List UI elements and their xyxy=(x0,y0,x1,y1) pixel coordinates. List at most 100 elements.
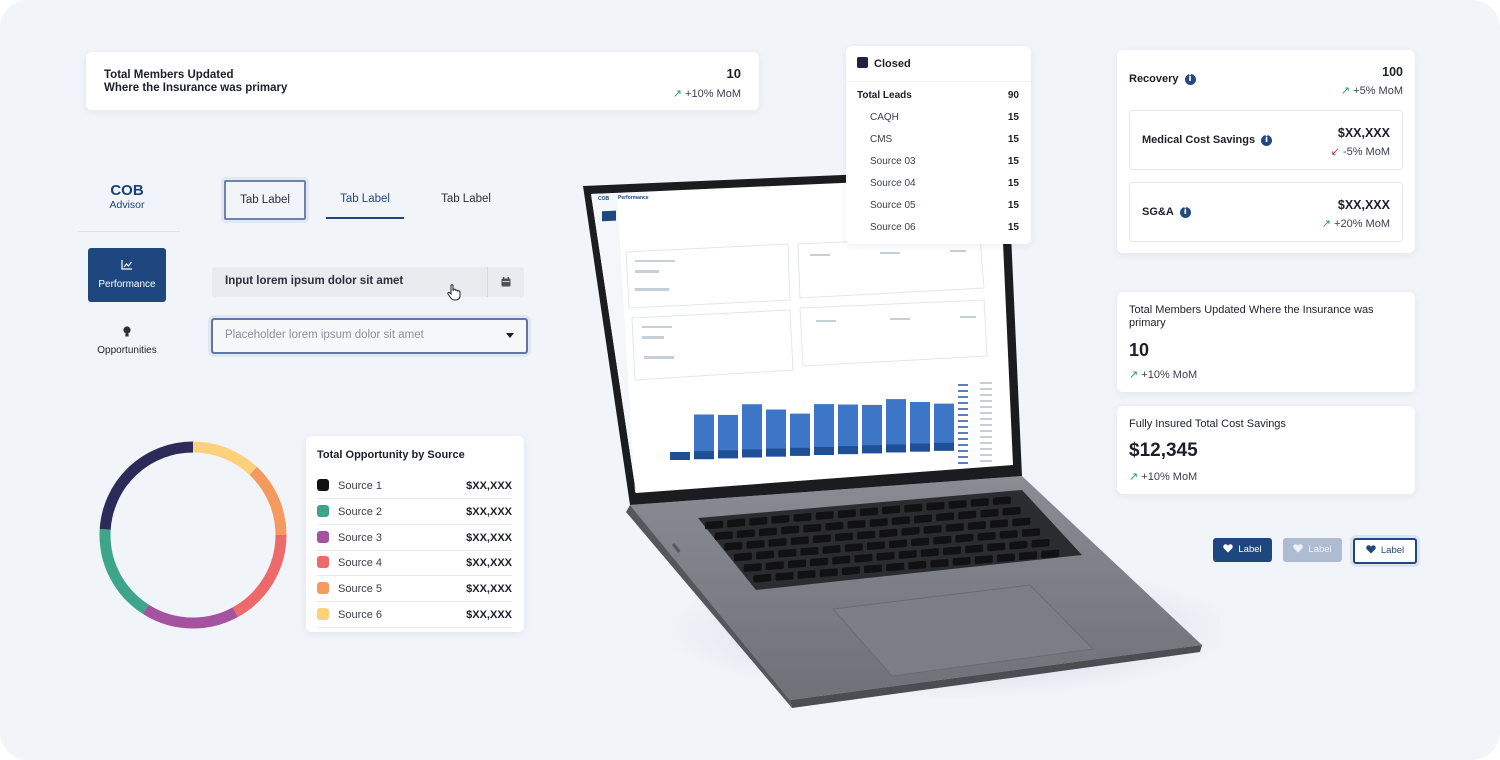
keyboard-key xyxy=(970,498,989,507)
source-value: $XX,XXX xyxy=(466,531,512,544)
keyboard-key xyxy=(822,545,841,554)
keyboard-key xyxy=(952,556,971,566)
mini-list-line xyxy=(980,436,992,438)
info-icon[interactable]: i xyxy=(1179,206,1191,218)
keyboard-key xyxy=(1002,506,1021,516)
info-icon[interactable]: i xyxy=(1184,73,1196,85)
keyboard-key xyxy=(819,568,838,578)
mini-bar xyxy=(838,404,858,455)
lead-source-name: CMS xyxy=(870,134,893,145)
label-button-default[interactable]: Label xyxy=(1213,538,1272,562)
nav-item-performance[interactable]: Performance xyxy=(88,248,166,302)
mini-list-line xyxy=(958,414,968,416)
keyboard-key xyxy=(771,514,790,524)
tab-default[interactable]: Tab Label xyxy=(441,193,491,205)
lead-source-value: 15 xyxy=(1007,178,1019,189)
opportunity-by-source-card: Total Opportunity by Source Source 1 $XX,… xyxy=(306,436,524,632)
mini-list-line xyxy=(958,438,968,440)
members-updated-change: ↗ +10% MoM xyxy=(672,88,741,100)
calendar-button[interactable] xyxy=(487,267,524,297)
keyboard-key xyxy=(765,561,784,571)
label-button-focused[interactable]: Label xyxy=(1353,538,1417,564)
mini-list-line xyxy=(980,430,992,432)
nav-item-opportunities[interactable]: Opportunities xyxy=(88,326,166,356)
keyboard-key xyxy=(943,546,961,556)
keyboard-key xyxy=(999,530,1018,539)
lead-source-value: 15 xyxy=(1007,200,1019,211)
arrow-up-right-icon: ↗ xyxy=(1340,85,1351,97)
mini-list-line xyxy=(980,442,992,444)
mini-bar-base xyxy=(742,449,762,458)
mini-bar xyxy=(862,404,882,454)
keyboard-key xyxy=(1009,540,1028,550)
closed-swatch xyxy=(857,57,868,68)
members-updated-card: Total Members Updated Where the Insuranc… xyxy=(86,52,759,110)
lead-source-row: CAQH 15 xyxy=(857,112,1019,126)
chevron-down-icon xyxy=(506,333,514,338)
opportunity-donut-chart xyxy=(99,441,287,629)
source-swatch xyxy=(317,608,329,620)
keyboard-key xyxy=(955,533,974,543)
keyboard-key xyxy=(800,546,819,556)
mini-bar-base xyxy=(838,446,858,455)
keyboard-key xyxy=(908,560,927,570)
keyboard-key xyxy=(743,563,762,572)
closed-divider xyxy=(846,81,1031,82)
mini-bar xyxy=(718,414,738,459)
total-leads-row: Total Leads 90 xyxy=(857,90,1019,101)
members-stat-card: Total Members Updated Where the Insuranc… xyxy=(1117,292,1415,392)
keyboard-key xyxy=(967,521,986,530)
lead-source-name: Source 03 xyxy=(870,156,916,167)
keyboard-key xyxy=(778,548,797,558)
app-logo: COB Advisor xyxy=(109,182,145,211)
keyboard-key xyxy=(930,558,949,568)
keyboard-key xyxy=(911,537,930,547)
source-name: Source 4 xyxy=(338,557,383,570)
keyboard-key xyxy=(1041,549,1060,559)
tab-focused[interactable]: Tab Label xyxy=(224,180,306,220)
info-icon[interactable]: i xyxy=(1261,134,1273,146)
keyboard-key xyxy=(815,511,834,520)
donut-segment xyxy=(99,441,287,629)
arrow-up-right-icon: ↗ xyxy=(672,88,682,100)
donut-segment xyxy=(99,441,287,629)
keyboard-key xyxy=(882,505,901,515)
source-value: $XX,XXX xyxy=(466,505,512,518)
recovery-card: Recovery i 100 ↗ +5% MoM Medical Cost Sav… xyxy=(1117,50,1415,253)
lead-source-value: 15 xyxy=(1007,112,1019,123)
source-value: $XX,XXX xyxy=(466,557,512,570)
keyboard-key xyxy=(977,532,996,541)
mini-bar xyxy=(694,414,714,460)
lead-source-row: Source 03 15 xyxy=(857,156,1019,170)
mini-list-line xyxy=(958,432,968,434)
keyboard-key xyxy=(958,510,977,520)
savings-stat-value: $12,345 xyxy=(1129,440,1198,461)
source-select[interactable]: Placeholder lorem ipsum dolor sit amet xyxy=(211,318,528,354)
mini-list-line xyxy=(958,402,968,404)
mini-bar-base xyxy=(862,445,882,454)
members-updated-title: Total Members Updated Where the Insuranc… xyxy=(104,69,288,94)
savings-stat-change: ↗ +10% MoM xyxy=(1129,471,1198,483)
mini-list-line xyxy=(980,388,992,390)
keyboard-key xyxy=(724,541,743,551)
label-button-disabled[interactable]: Label xyxy=(1283,538,1342,562)
tab-selected[interactable]: Tab Label xyxy=(326,180,404,219)
arrow-up-right-icon: ↗ xyxy=(1129,369,1139,381)
laptop-mockup: COB Performance xyxy=(583,168,1220,708)
source-name: Source 3 xyxy=(338,531,383,544)
arrow-up-right-icon: ↗ xyxy=(1129,471,1139,483)
mini-bar-base xyxy=(670,452,690,460)
keyboard-key xyxy=(734,552,752,562)
keyboard-key xyxy=(790,536,809,546)
lead-source-value: 15 xyxy=(1007,134,1019,145)
date-input[interactable]: Input lorem ipsum dolor sit amet xyxy=(212,267,524,297)
keyboard-key xyxy=(854,553,873,563)
medical-value: $XX,XXX xyxy=(1337,126,1390,140)
keyboard-key xyxy=(886,562,905,572)
mini-list-line xyxy=(980,460,992,462)
keyboard-key xyxy=(974,555,993,564)
keyboard-key xyxy=(945,523,964,532)
keyboard-key xyxy=(869,518,888,527)
keyboard-key xyxy=(876,551,895,561)
